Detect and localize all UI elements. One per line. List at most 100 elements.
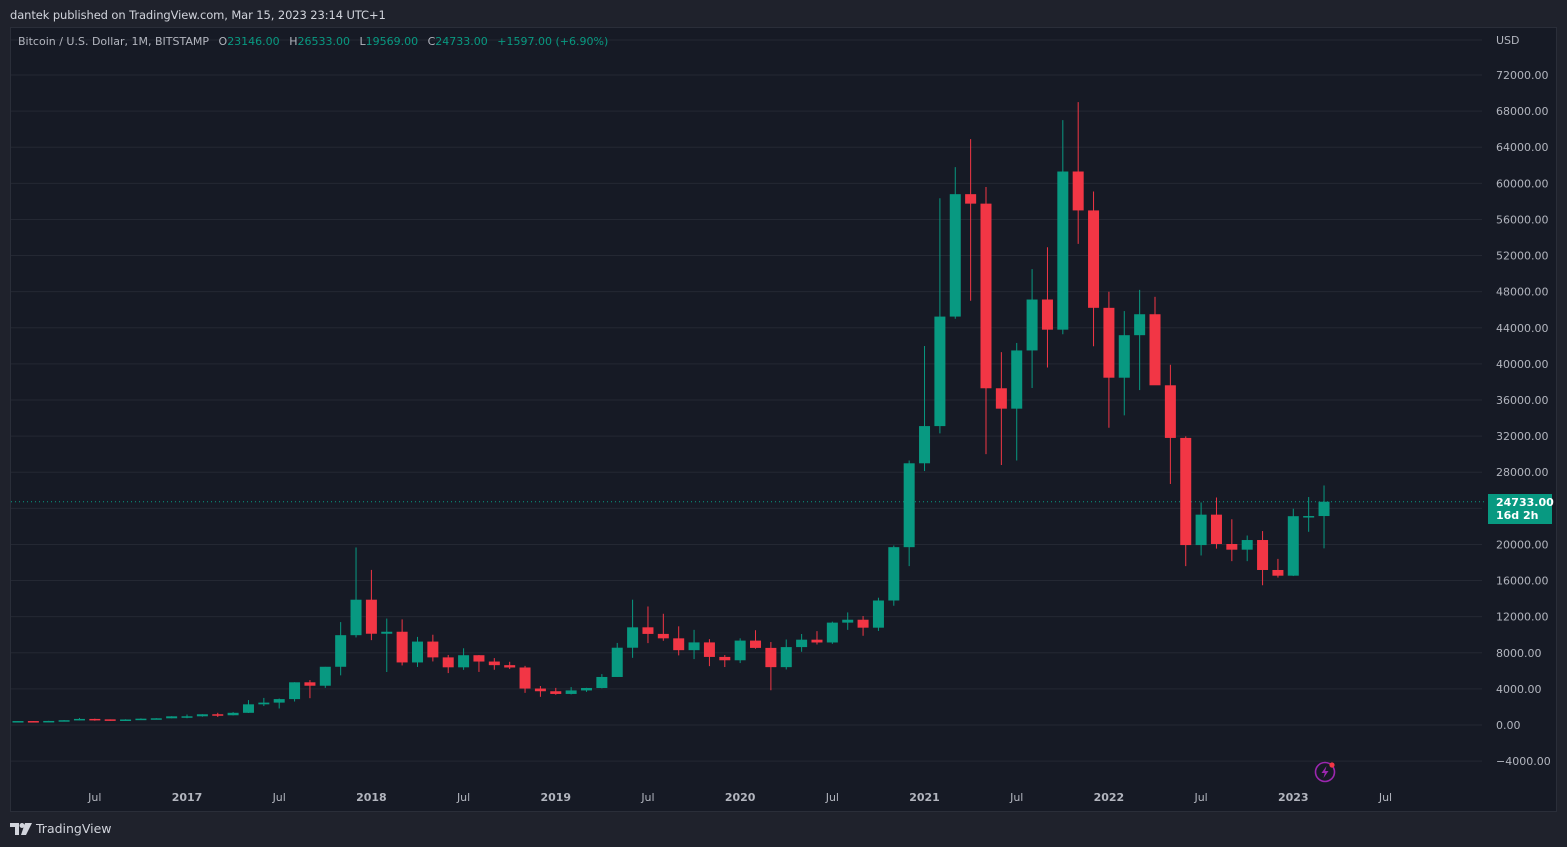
candle — [842, 612, 854, 630]
high-value: 26533.00 — [297, 35, 350, 48]
time-tick-label: 2018 — [356, 791, 387, 804]
candle — [1287, 508, 1299, 577]
candle — [150, 718, 162, 720]
price-tick-label: 40000.00 — [1496, 358, 1549, 371]
candle — [458, 648, 470, 670]
candle — [289, 682, 301, 702]
lightning-bolt-icon[interactable] — [1313, 760, 1337, 788]
price-tick-label: 8000.00 — [1496, 647, 1542, 660]
candle — [89, 718, 101, 721]
candle — [1057, 120, 1069, 335]
candle — [1149, 296, 1161, 386]
time-tick-label: Jul — [87, 791, 101, 804]
candle — [27, 721, 39, 723]
candle — [642, 606, 654, 644]
low-label: L — [359, 35, 366, 48]
candle — [657, 613, 669, 641]
high-label: H — [289, 35, 298, 48]
candle — [980, 186, 992, 455]
price-tick-label: 12000.00 — [1496, 611, 1549, 624]
candle — [903, 460, 915, 567]
candle — [1318, 485, 1330, 549]
current-price-tag: 24733.00 16d 2h — [1488, 494, 1554, 524]
candle — [550, 687, 562, 695]
candle — [872, 597, 884, 631]
time-tick-label: Jul — [456, 791, 470, 804]
candle — [135, 718, 147, 721]
time-tick-label: Jul — [640, 791, 654, 804]
currency-label[interactable]: USD — [1496, 34, 1520, 47]
candle — [581, 687, 593, 692]
candle — [1103, 291, 1115, 428]
time-tick-label: 2021 — [909, 791, 940, 804]
candle — [565, 687, 577, 695]
candle — [965, 139, 977, 301]
candle — [1241, 535, 1253, 562]
candle — [242, 700, 254, 713]
candle — [335, 622, 347, 676]
candle — [888, 545, 900, 606]
tradingview-footer[interactable]: TradingView — [10, 821, 112, 836]
time-tick-label: Jul — [1378, 791, 1392, 804]
candle — [1134, 289, 1146, 391]
candle — [196, 714, 208, 717]
price-axis[interactable]: −4000.00 0.00 4000.00 8000.00 12000.00 16000.… — [1496, 69, 1551, 768]
candle — [166, 716, 178, 719]
time-axis[interactable]: Jul 2017 Jul 2018 Jul 2019 Jul 2020 Jul 2021 Jul 20… — [87, 791, 1392, 804]
candle — [427, 634, 439, 662]
candle — [58, 720, 70, 722]
candle — [212, 712, 224, 717]
candle — [765, 642, 777, 691]
price-tick-label: 68000.00 — [1496, 105, 1549, 118]
price-tick-label: 64000.00 — [1496, 141, 1549, 154]
candle — [273, 698, 285, 709]
time-tick-label: Jul — [272, 791, 286, 804]
candle — [627, 599, 639, 658]
candle — [1011, 342, 1023, 461]
candle — [1226, 519, 1238, 562]
time-tick-label: 2022 — [1094, 791, 1125, 804]
candle — [734, 638, 746, 664]
candle — [719, 655, 731, 668]
price-tick-label: 28000.00 — [1496, 466, 1549, 479]
symbol-name[interactable]: Bitcoin / U.S. Dollar, 1M, BITSTAMP — [18, 35, 210, 48]
candle — [104, 719, 116, 721]
candle — [227, 712, 239, 716]
price-tick-label: 52000.00 — [1496, 250, 1549, 263]
candle — [611, 642, 623, 677]
price-tick-label: 44000.00 — [1496, 322, 1549, 335]
candle — [43, 720, 55, 723]
chart-pane[interactable] — [10, 27, 1557, 812]
price-tick-label: 48000.00 — [1496, 286, 1549, 299]
time-tick-label: 2019 — [540, 791, 571, 804]
candle — [934, 198, 946, 434]
candle — [826, 621, 838, 644]
candle — [1164, 364, 1176, 484]
candle — [181, 714, 193, 719]
brand-name: TradingView — [36, 821, 112, 836]
open-value: 23146.00 — [227, 35, 280, 48]
candle — [995, 352, 1007, 465]
candle — [688, 629, 700, 660]
candle — [1041, 247, 1053, 368]
price-tick-label: 16000.00 — [1496, 575, 1549, 588]
candle — [949, 167, 961, 319]
candle — [365, 569, 377, 641]
candle — [350, 547, 362, 638]
candle — [673, 626, 685, 656]
open-label: O — [218, 35, 228, 48]
candle — [534, 686, 546, 697]
time-tick-label: 2020 — [725, 791, 756, 804]
time-tick-label: Jul — [1009, 791, 1023, 804]
candle — [1118, 311, 1130, 416]
publish-info: dantek published on TradingView.com, Mar… — [10, 8, 386, 22]
time-tick-label: 2017 — [172, 791, 203, 804]
time-tick-label: Jul — [1193, 791, 1207, 804]
candle — [811, 631, 823, 645]
candle — [1303, 497, 1315, 532]
candle — [796, 634, 808, 652]
candle — [73, 717, 85, 721]
candle — [319, 666, 331, 688]
candle — [857, 616, 869, 636]
